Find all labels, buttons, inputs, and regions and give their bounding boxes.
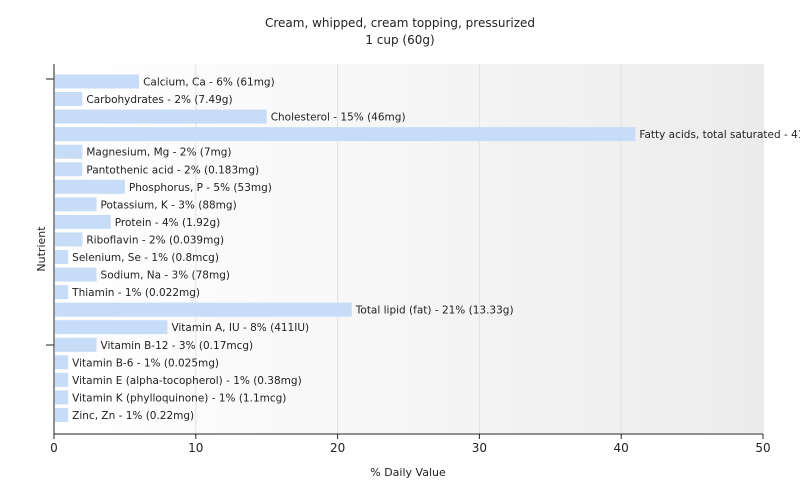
bar-label: Carbohydrates - 2% (7.49g): [86, 94, 232, 106]
bar: [55, 179, 125, 194]
bar: [55, 302, 352, 317]
bar: [55, 337, 97, 352]
x-tick-label: 50: [755, 441, 770, 455]
bar-label: Cholesterol - 15% (46mg): [271, 112, 406, 124]
bar: [55, 232, 83, 247]
x-tick-label: 30: [472, 441, 487, 455]
bar-label: Vitamin B-12 - 3% (0.17mcg): [101, 340, 254, 352]
bar-label: Vitamin A, IU - 8% (411IU): [171, 322, 309, 334]
y-axis-label: Nutrient: [35, 226, 48, 272]
bar-labels: Calcium, Ca - 6% (61mg) Carbohydrates - 2…: [71, 77, 800, 422]
bar-label: Calcium, Ca - 6% (61mg): [143, 77, 275, 89]
bar: [55, 74, 140, 89]
bar-label: Fatty acids, total saturated - 41% (8.29…: [639, 129, 800, 141]
bar-label: Pantothenic acid - 2% (0.183mg): [86, 164, 259, 176]
x-axis-ticks: 0 10 20 30 40 50: [50, 434, 771, 455]
bar-label: Vitamin B-6 - 1% (0.025mg): [72, 357, 219, 369]
bar: [55, 92, 83, 107]
bars: [55, 74, 636, 422]
bar: [55, 267, 97, 282]
bar-label: Selenium, Se - 1% (0.8mcg): [72, 252, 219, 264]
bar: [55, 144, 83, 159]
bar-label: Zinc, Zn - 1% (0.22mg): [72, 410, 194, 422]
bar: [55, 285, 69, 300]
bar-label: Magnesium, Mg - 2% (7mg): [86, 147, 231, 159]
bar-label: Phosphorus, P - 5% (53mg): [129, 182, 272, 194]
bar: [55, 407, 69, 422]
bar: [55, 214, 111, 229]
x-tick-label: 0: [50, 441, 58, 455]
y-axis-ticks: [46, 78, 54, 346]
bar: [55, 197, 97, 212]
bar-label: Potassium, K - 3% (88mg): [101, 199, 237, 211]
x-tick-label: 40: [614, 441, 629, 455]
gridlines: [195, 64, 764, 434]
bar-label: Sodium, Na - 3% (78mg): [101, 270, 230, 282]
bar-label: Thiamin - 1% (0.022mg): [71, 287, 200, 299]
x-axis-label: % Daily Value: [370, 466, 446, 479]
bar: [55, 250, 69, 264]
bar: [55, 355, 69, 370]
chart-title: Cream, whipped, cream topping, pressuriz…: [265, 16, 535, 30]
x-tick-label: 10: [188, 441, 203, 455]
plot-area: [54, 64, 763, 433]
bar: [55, 372, 69, 387]
bar-label: Total lipid (fat) - 21% (13.33g): [355, 305, 514, 317]
bar-label: Riboflavin - 2% (0.039mg): [86, 234, 224, 246]
bar: [55, 127, 636, 142]
bar: [55, 162, 83, 177]
bar-label: Protein - 4% (1.92g): [115, 217, 221, 229]
bar-label: Vitamin K (phylloquinone) - 1% (1.1mcg): [72, 392, 286, 404]
bar: [55, 320, 168, 335]
x-tick-label: 20: [330, 441, 345, 455]
chart-subtitle: 1 cup (60g): [365, 33, 434, 47]
bar-label: Vitamin E (alpha-tocopherol) - 1% (0.38m…: [72, 375, 302, 387]
bar: [55, 390, 69, 405]
bar: [55, 109, 267, 124]
